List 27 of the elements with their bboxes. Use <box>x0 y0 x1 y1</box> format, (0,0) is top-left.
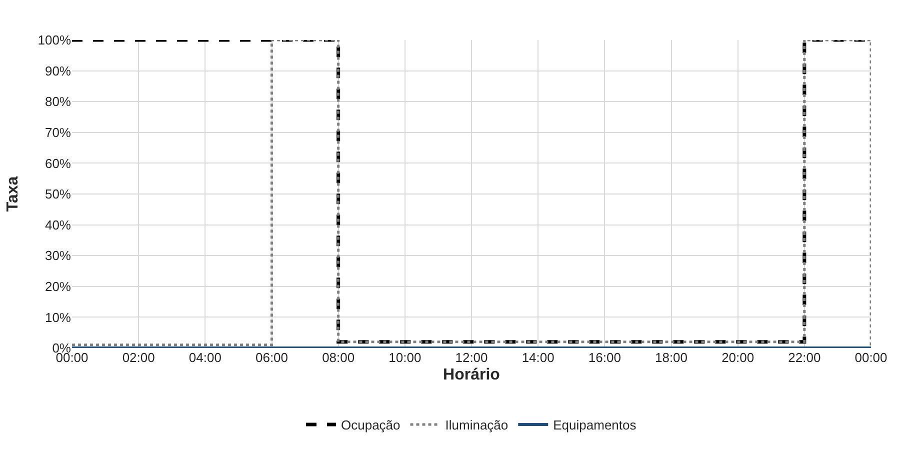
y-tick-label: 20% <box>44 278 72 294</box>
x-tick-label: 18:00 <box>654 350 688 365</box>
y-tick-label: 60% <box>44 156 72 171</box>
x-tick-label: 16:00 <box>588 350 621 365</box>
x-axis-title: Horário <box>443 366 500 384</box>
x-tick-label: 12:00 <box>455 350 488 365</box>
y-tick-label: 50% <box>44 186 72 202</box>
x-tick-label: 00:00 <box>854 350 888 365</box>
y-tick-label: 30% <box>44 248 72 264</box>
x-tick-label: 08:00 <box>322 350 355 365</box>
x-tick-label: 02:00 <box>122 350 155 365</box>
y-axis-title: Taxa <box>4 176 22 212</box>
y-tick-label: 80% <box>44 94 72 110</box>
x-tick-label: 10:00 <box>388 350 422 365</box>
x-tick-label: 14:00 <box>522 350 554 365</box>
y-tick-label: 90% <box>44 63 72 78</box>
x-tick-label: 22:00 <box>788 350 821 365</box>
x-tick-label: 20:00 <box>722 350 754 365</box>
y-tick-label: 10% <box>44 310 72 325</box>
x-tick-label: 06:00 <box>255 350 288 365</box>
legend-label: Iluminação <box>445 418 508 433</box>
y-tick-label: 100% <box>38 32 72 48</box>
legend-label: Ocupação <box>341 418 400 433</box>
legend-label: Equipamentos <box>553 418 637 433</box>
x-tick-label: 04:00 <box>188 350 222 365</box>
y-tick-label: 40% <box>44 217 72 232</box>
y-tick-label: 70% <box>44 124 72 140</box>
